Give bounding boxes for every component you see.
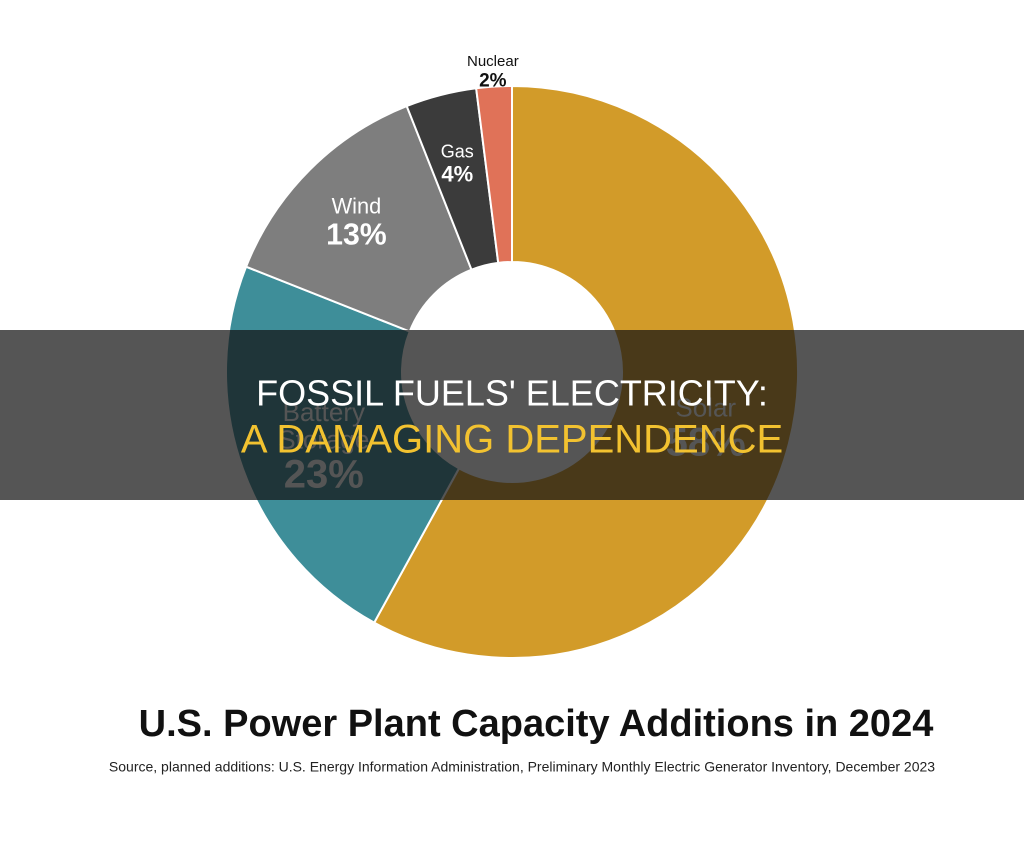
slice-value-label: 13% bbox=[326, 218, 387, 251]
slice-label: Wind bbox=[332, 193, 382, 218]
slice-label: Gas bbox=[441, 141, 474, 161]
slice-value-label: 4% bbox=[441, 161, 473, 186]
overlay-title: FOSSIL FUELS' ELECTRICITY: bbox=[256, 373, 768, 414]
slice-value-label: 2% bbox=[479, 70, 507, 91]
overlay-subtitle: A DAMAGING DEPENDENCE bbox=[241, 418, 783, 462]
donut-slice bbox=[244, 104, 473, 333]
chart-source: Source, planned additions: U.S. Energy I… bbox=[109, 759, 935, 775]
chart-title: U.S. Power Plant Capacity Additions in 2… bbox=[139, 703, 934, 745]
overlay-band bbox=[0, 330, 1024, 500]
donut-slice bbox=[475, 84, 513, 264]
slice-label: Nuclear bbox=[467, 53, 519, 70]
